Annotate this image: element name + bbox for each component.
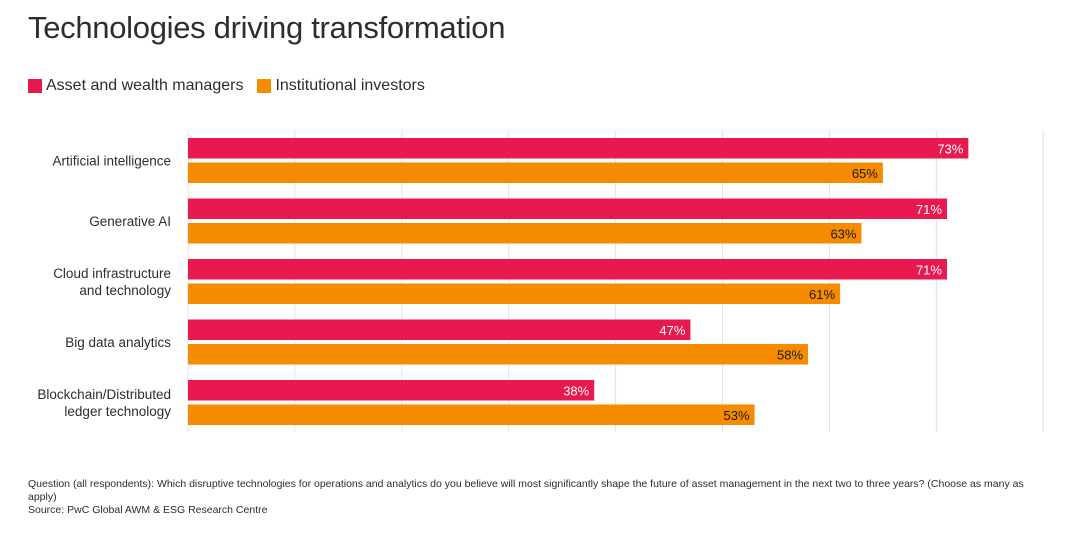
category-label-blockchain-distributed-ledger-technology: Blockchain/Distributed: [37, 387, 171, 402]
bar-asset-and-wealth-managers-blockchain-distributed-ledger-technology: [188, 380, 595, 401]
category-label-generative-ai: Generative AI: [89, 214, 171, 229]
data-label-asset-and-wealth-managers-big-data-analytics: 47%: [659, 323, 685, 338]
data-label-institutional-investors-big-data-analytics: 58%: [777, 347, 803, 362]
legend-item-institutional-investors: Institutional investors: [257, 77, 425, 95]
data-label-asset-and-wealth-managers-artificial-intelligence: 73%: [937, 141, 963, 156]
chart-title: Technologies driving transformation: [28, 10, 506, 45]
bar-institutional-investors-cloud-infrastructure-and-technology: [188, 283, 841, 304]
category-label-cloud-infrastructure-and-technology: and technology: [79, 283, 171, 298]
bar-institutional-investors-big-data-analytics: [188, 344, 809, 365]
legend-label-institutional-investors: Institutional investors: [275, 77, 425, 94]
data-label-institutional-investors-blockchain-distributed-ledger-technology: 53%: [724, 408, 750, 423]
footer: Question (all respondents): Which disrup…: [28, 478, 1048, 517]
bar-asset-and-wealth-managers-artificial-intelligence: [188, 138, 969, 159]
bar-institutional-investors-artificial-intelligence: [188, 162, 883, 183]
category-label-artificial-intelligence: Artificial intelligence: [52, 154, 171, 169]
data-label-asset-and-wealth-managers-cloud-infrastructure-and-technology: 71%: [916, 262, 942, 277]
bar-institutional-investors-blockchain-distributed-ledger-technology: [188, 404, 755, 425]
legend-swatch-institutional-investors: [257, 79, 272, 93]
footer-question: Question (all respondents): Which disrup…: [28, 478, 1024, 503]
data-label-institutional-investors-generative-ai: 63%: [830, 226, 856, 241]
legend-label-asset-wealth-managers: Asset and wealth managers: [46, 77, 244, 94]
bar-asset-and-wealth-managers-generative-ai: [188, 198, 947, 219]
bar-institutional-investors-generative-ai: [188, 223, 862, 244]
data-label-asset-and-wealth-managers-blockchain-distributed-ledger-technology: 38%: [563, 383, 589, 398]
data-label-institutional-investors-artificial-intelligence: 65%: [852, 166, 878, 181]
category-label-cloud-infrastructure-and-technology: Cloud infrastructure: [53, 266, 171, 281]
bar-asset-and-wealth-managers-big-data-analytics: [188, 319, 691, 340]
bar-asset-and-wealth-managers-cloud-infrastructure-and-technology: [188, 259, 947, 280]
legend-item-asset-wealth-managers: Asset and wealth managers: [28, 77, 243, 95]
category-label-blockchain-distributed-ledger-technology: ledger technology: [64, 404, 171, 419]
legend-swatch-asset-wealth-managers: [28, 79, 42, 93]
category-label-big-data-analytics: Big data analytics: [65, 335, 171, 350]
data-label-institutional-investors-cloud-infrastructure-and-technology: 61%: [809, 287, 835, 302]
legend: Asset and wealth managers Institutional …: [28, 77, 439, 95]
bar-chart: Artificial intelligence 73% 65% Generative …: [37, 130, 1044, 432]
data-label-asset-and-wealth-managers-generative-ai: 71%: [916, 202, 942, 217]
footer-source: Source: PwC Global AWM & ESG Research Ce…: [28, 504, 268, 516]
